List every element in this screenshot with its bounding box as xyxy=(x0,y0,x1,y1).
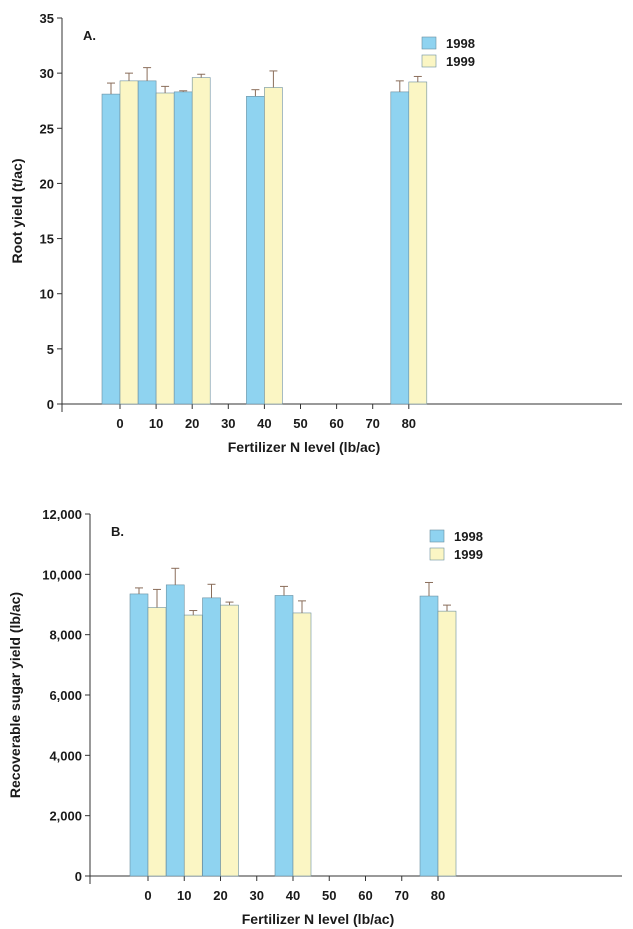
y-tick-label: 5 xyxy=(47,342,54,357)
x-tick-label: 30 xyxy=(221,416,235,431)
y-tick-label: 35 xyxy=(40,11,54,26)
legend-label: 1999 xyxy=(454,547,483,562)
legend-label: 1998 xyxy=(446,36,475,51)
y-tick-label: 12,000 xyxy=(42,507,82,522)
legend-swatch-1998 xyxy=(421,36,437,50)
legend-swatch-1998 xyxy=(429,529,445,543)
x-tick-label: 10 xyxy=(177,888,191,903)
x-tick-label: 60 xyxy=(358,888,372,903)
x-tick-label: 50 xyxy=(293,416,307,431)
y-axis-title: Recoverable sugar yield (lb/ac) xyxy=(7,592,23,798)
x-tick-label: 0 xyxy=(116,416,123,431)
y-tick-label: 10 xyxy=(40,287,54,302)
bar-1998 xyxy=(173,91,193,405)
chart-panel-b: 0 2,000 4,000 6,000 8,000 10,000 12,000 0 10 20 30… xyxy=(7,507,622,927)
y-tick-label: 15 xyxy=(40,232,54,247)
bar-1999 xyxy=(292,612,312,877)
y-tick-label: 8,000 xyxy=(49,628,82,643)
y-tick-label: 10,000 xyxy=(42,567,82,582)
panel-label: B. xyxy=(111,524,124,539)
y-tick-label: 30 xyxy=(40,66,54,81)
x-tick-label: 50 xyxy=(322,888,336,903)
x-tick-label: 40 xyxy=(257,416,271,431)
x-tick-label: 20 xyxy=(185,416,199,431)
x-tick-label: 30 xyxy=(250,888,264,903)
x-tick-label: 70 xyxy=(365,416,379,431)
bar-1999 xyxy=(220,604,239,877)
y-tick-label: 0 xyxy=(47,397,54,412)
bar-1998 xyxy=(246,96,265,405)
bar-1998 xyxy=(101,93,121,405)
bar-1999 xyxy=(183,614,203,877)
bar-1999 xyxy=(119,80,139,405)
y-tick-label: 0 xyxy=(75,869,82,884)
panel-label: A. xyxy=(83,28,96,43)
bar-1999 xyxy=(264,87,283,405)
x-tick-label: 20 xyxy=(213,888,227,903)
y-tick-label: 4,000 xyxy=(49,748,82,763)
bar-1998 xyxy=(390,91,410,405)
y-tick-label: 2,000 xyxy=(49,809,82,824)
bar-1998 xyxy=(129,593,149,877)
bar-1998 xyxy=(165,584,185,877)
x-tick-label: 70 xyxy=(395,888,409,903)
bar-1998 xyxy=(137,80,157,405)
x-tick-label: 10 xyxy=(149,416,163,431)
bar-1999 xyxy=(408,81,428,405)
bar-1999 xyxy=(155,92,175,405)
x-tick-label: 0 xyxy=(144,888,151,903)
x-tick-label: 40 xyxy=(286,888,300,903)
x-axis-title: Fertilizer N level (lb/ac) xyxy=(228,439,381,455)
legend-swatch-1999 xyxy=(421,54,437,68)
x-tick-label: 80 xyxy=(402,416,416,431)
bar-1998 xyxy=(274,595,294,877)
bar-1999 xyxy=(191,77,211,405)
x-axis-title: Fertilizer N level (lb/ac) xyxy=(242,911,395,927)
x-tick-label: 60 xyxy=(329,416,343,431)
bar-1998 xyxy=(202,597,221,877)
y-tick-label: 25 xyxy=(40,121,54,136)
x-tick-label: 80 xyxy=(431,888,445,903)
legend-label: 1998 xyxy=(454,529,483,544)
legend-swatch-1999 xyxy=(429,547,445,561)
y-axis-title: Root yield (t/ac) xyxy=(9,158,25,263)
y-tick-label: 20 xyxy=(40,176,54,191)
bar-1999 xyxy=(437,610,457,877)
y-tick-label: 6,000 xyxy=(49,688,82,703)
legend-label: 1999 xyxy=(446,54,475,69)
bar-1998 xyxy=(419,595,439,877)
chart-panel-a: 0 5 10 15 20 25 30 35 0 10 20 30 40 50 60 70 80 A. 1998 199… xyxy=(9,11,622,455)
bar-1999 xyxy=(147,607,167,877)
